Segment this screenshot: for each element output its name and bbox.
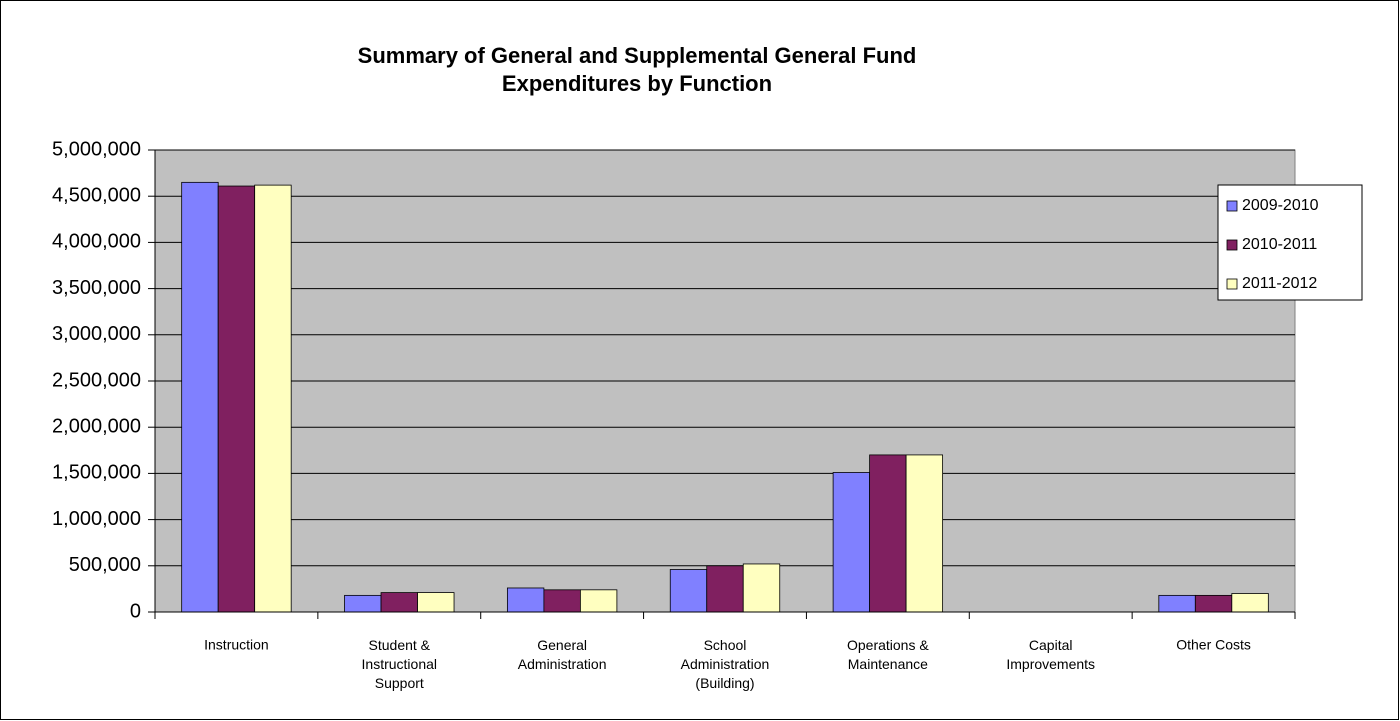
bar xyxy=(905,454,944,613)
chart-title: Summary of General and Supplemental Gene… xyxy=(358,43,917,96)
y-tick-label: 1,500,000 xyxy=(52,462,141,484)
legend-label: 2011-2012 xyxy=(1242,275,1317,292)
legend-label: 2009-2010 xyxy=(1242,197,1319,214)
x-tick-label: Instruction xyxy=(204,637,269,653)
bar xyxy=(669,569,708,613)
bar xyxy=(380,592,418,613)
y-tick-label: 5,000,000 xyxy=(52,138,141,160)
y-tick-label: 3,000,000 xyxy=(52,323,141,345)
x-tick-label: General Administration xyxy=(518,637,607,672)
y-tick-label: 4,000,000 xyxy=(52,231,141,253)
x-tick-label: Operations & Maintenance xyxy=(847,637,929,672)
y-tick-label: 3,500,000 xyxy=(52,277,141,299)
bar xyxy=(832,472,871,613)
x-tick-label: Capital Improvements xyxy=(1006,637,1095,672)
legend-box xyxy=(1217,184,1363,301)
bar xyxy=(579,589,618,613)
bar xyxy=(742,563,781,613)
y-tick-label: 1,000,000 xyxy=(52,508,141,530)
y-tick-label: 4,500,000 xyxy=(52,184,141,206)
bar xyxy=(543,589,581,613)
bar xyxy=(217,185,256,613)
bar xyxy=(1158,594,1196,613)
legend-swatch xyxy=(1226,200,1238,212)
bar xyxy=(417,592,455,613)
y-tick-label: 2,500,000 xyxy=(52,369,141,391)
bar xyxy=(181,181,219,613)
y-tick-label: 2,000,000 xyxy=(52,415,141,437)
bar xyxy=(1194,594,1233,613)
bar xyxy=(706,565,744,613)
bar xyxy=(254,184,292,613)
bar xyxy=(1231,593,1269,613)
x-tick-label: Student & Instructional Support xyxy=(362,637,437,691)
bar xyxy=(506,587,545,613)
bar xyxy=(869,454,907,613)
legend-label: 2010-2011 xyxy=(1242,236,1317,253)
x-tick-label: School Administration (Building) xyxy=(681,637,770,691)
bar xyxy=(344,594,382,613)
y-tick-label: 0 xyxy=(130,600,141,622)
y-tick-label: 500,000 xyxy=(69,554,141,576)
legend-swatch xyxy=(1226,278,1238,290)
legend-swatch xyxy=(1226,239,1238,251)
x-tick-label: Other Costs xyxy=(1176,637,1251,653)
